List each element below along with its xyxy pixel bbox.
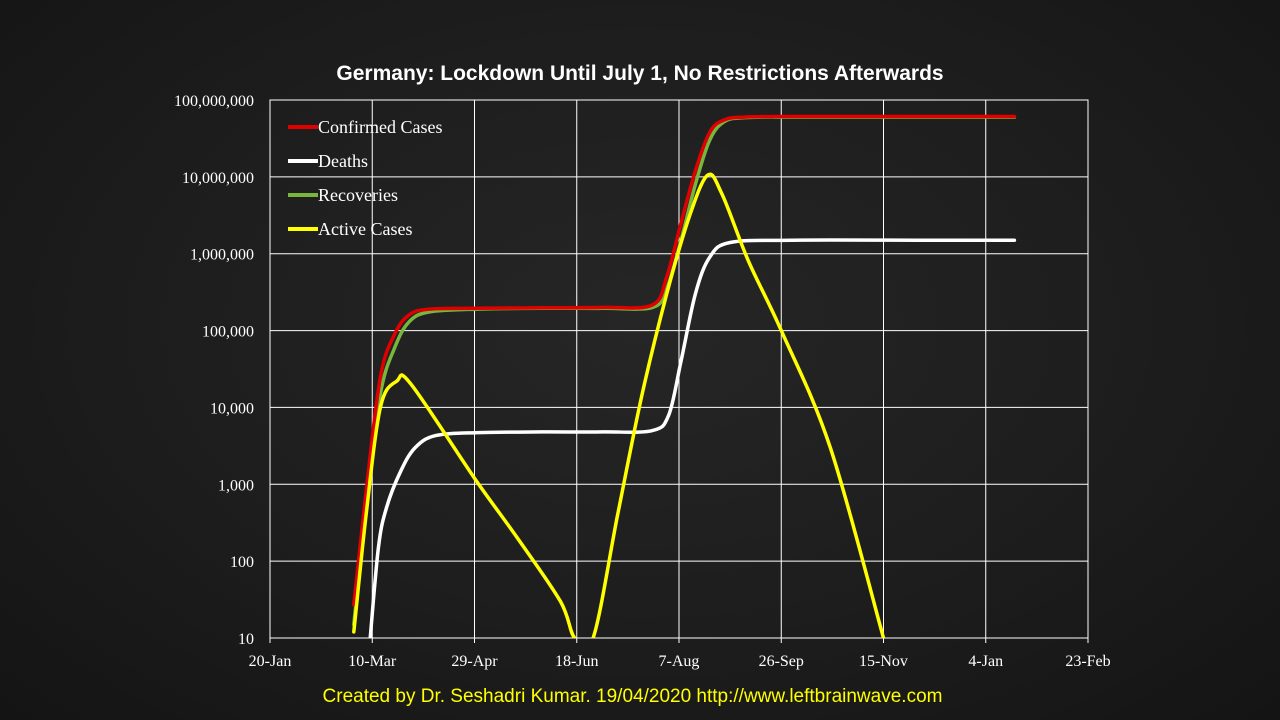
legend-label-deaths: Deaths (318, 151, 368, 171)
series-line-confirmed-cases (352, 114, 1017, 607)
series-line-deaths (368, 238, 1017, 638)
y-tick-label: 10,000,000 (182, 170, 254, 187)
y-tick-label: 100,000,000 (174, 93, 254, 110)
credit-line: Created by Dr. Seshadri Kumar. 19/04/202… (322, 686, 943, 707)
x-tick-label: 15-Nov (859, 653, 908, 670)
series-line-active-cases (352, 172, 886, 638)
legend-label-active-cases: Active Cases (318, 219, 412, 239)
x-tick-label: 29-Apr (451, 653, 498, 670)
x-tick-label: 10-Mar (348, 653, 397, 670)
legend: Confirmed Cases Deaths Recoveries Active Ca… (288, 117, 442, 239)
y-tick-label: 1,000,000 (190, 247, 254, 264)
legend-label-recoveries: Recoveries (318, 185, 398, 205)
x-tick-label: 4-Jan (968, 653, 1003, 670)
y-tick-label: 100,000 (202, 324, 254, 341)
y-tick-label: 10,000 (210, 400, 254, 417)
x-tick-label: 23-Feb (1065, 653, 1110, 670)
x-tick-label: 18-Jun (555, 653, 599, 670)
axes: 10 100 1,000 10,000 100,000 1,000,000 10,000,0… (174, 93, 1111, 670)
x-tick-label: 26-Sep (759, 653, 804, 670)
legend-label-confirmed-cases: Confirmed Cases (318, 117, 442, 137)
y-tick-label: 10 (238, 631, 254, 648)
chart-title: Germany: Lockdown Until July 1, No Restr… (336, 62, 944, 85)
y-tick-label: 1,000 (218, 477, 254, 494)
x-tick-label: 7-Aug (659, 653, 700, 670)
y-tick-label: 100 (230, 554, 254, 571)
series-line-recoveries (352, 115, 1017, 627)
series-lines (352, 114, 1017, 638)
plot-area-border (269, 99, 1089, 639)
x-tick-label: 20-Jan (249, 653, 292, 670)
